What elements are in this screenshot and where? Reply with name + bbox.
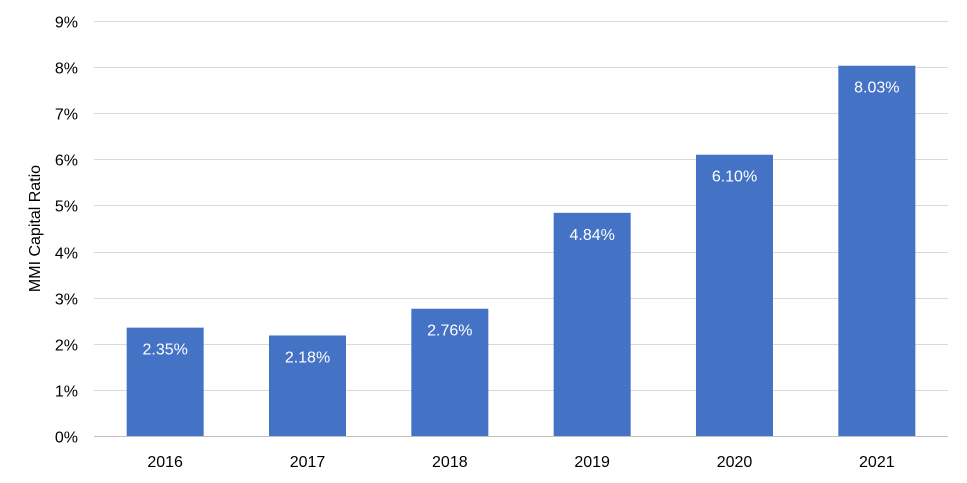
y-tick-label: 2% bbox=[55, 338, 78, 355]
x-axis-ticks: 2016 2017 2018 2019 2020 2021 bbox=[147, 454, 894, 471]
x-tick-label: 2016 bbox=[147, 454, 183, 471]
x-tick-label: 2020 bbox=[717, 454, 753, 471]
bar-2018 bbox=[411, 308, 489, 436]
x-tick-label: 2019 bbox=[574, 454, 610, 471]
y-tick-label: 0% bbox=[55, 430, 78, 447]
gridlines bbox=[94, 21, 948, 437]
data-label: 2.76% bbox=[427, 323, 472, 340]
y-tick-label: 7% bbox=[55, 107, 78, 124]
bar-2017 bbox=[269, 335, 346, 436]
x-tick-label: 2018 bbox=[432, 454, 468, 471]
y-tick-label: 3% bbox=[55, 292, 78, 309]
data-labels: 2.35% 2.18% 2.76% 4.84% 6.10% 8.03% bbox=[142, 80, 899, 367]
y-tick-label: 4% bbox=[55, 246, 78, 263]
data-label: 4.84% bbox=[569, 227, 614, 244]
y-tick-label: 5% bbox=[55, 199, 78, 216]
y-axis-ticks: 0% 1% 2% 3% 4% 5% 6% 7% 8% 9% bbox=[55, 15, 78, 447]
bar-2019 bbox=[553, 212, 631, 436]
data-label: 6.10% bbox=[712, 169, 757, 186]
y-tick-label: 8% bbox=[55, 61, 78, 78]
x-tick-label: 2021 bbox=[859, 454, 895, 471]
x-tick-label: 2017 bbox=[290, 454, 326, 471]
data-label: 8.03% bbox=[854, 80, 899, 97]
bars bbox=[126, 65, 916, 436]
y-tick-label: 6% bbox=[55, 153, 78, 170]
data-label: 2.18% bbox=[285, 349, 330, 366]
bar-2020 bbox=[696, 154, 773, 436]
data-label: 2.35% bbox=[142, 342, 187, 359]
y-tick-label: 9% bbox=[55, 15, 78, 32]
bar-2016 bbox=[126, 327, 204, 436]
y-axis-title: MMI Capital Ratio bbox=[27, 165, 44, 292]
bar-2021 bbox=[838, 65, 916, 436]
y-tick-label: 1% bbox=[55, 384, 78, 401]
